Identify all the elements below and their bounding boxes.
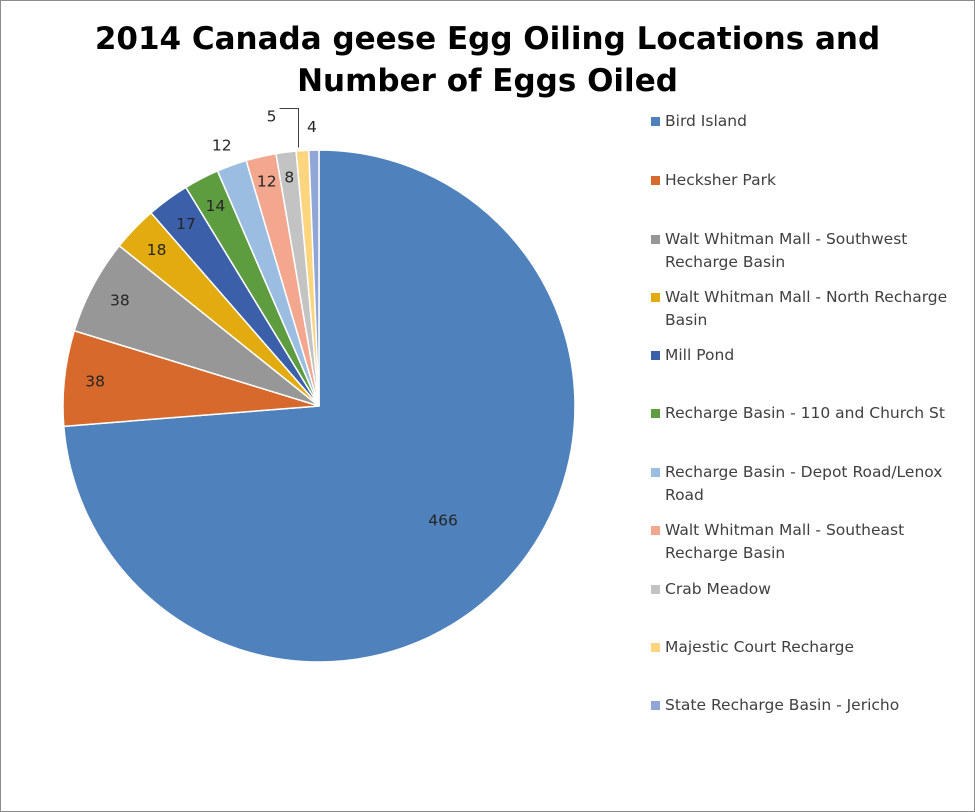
data-label: 12 xyxy=(212,136,232,154)
data-label: 12 xyxy=(257,173,277,191)
legend-item: Walt Whitman Mall - Southeast Recharge B… xyxy=(651,519,961,565)
legend-item: Mill Pond xyxy=(651,344,961,367)
data-label: 4 xyxy=(307,118,317,136)
legend-swatch xyxy=(651,585,660,594)
data-label: 18 xyxy=(147,241,167,259)
legend-label: State Recharge Basin - Jericho xyxy=(665,696,900,714)
pie-slice xyxy=(308,149,320,407)
legend-label: Walt Whitman Mall - Southeast Recharge B… xyxy=(665,521,905,562)
data-label: 5 xyxy=(267,108,277,126)
legend-label: Bird Island xyxy=(665,112,747,130)
legend-label: Hecksher Park xyxy=(665,171,776,189)
data-label: 17 xyxy=(176,215,196,233)
legend-label: Walt Whitman Mall - North Recharge Basin xyxy=(665,288,948,329)
legend-swatch xyxy=(651,293,660,302)
legend-swatch xyxy=(651,176,660,185)
data-labels: 466 38 38 18 17 14 12 12 8 5 4 xyxy=(85,108,458,530)
data-label: 14 xyxy=(206,197,226,215)
chart-title: 2014 Canada geese Egg Oiling Locations a… xyxy=(0,18,975,102)
data-label: 38 xyxy=(110,292,130,310)
legend-item: Hecksher Park xyxy=(651,169,961,192)
legend-item: Crab Meadow xyxy=(651,578,961,601)
legend-item: Walt Whitman Mall - Southwest Recharge B… xyxy=(651,228,961,274)
leader-lines xyxy=(279,108,299,148)
legend-swatch xyxy=(651,117,660,126)
legend-item: Recharge Basin - 110 and Church St xyxy=(651,402,961,425)
legend-swatch xyxy=(651,701,660,710)
legend-swatch xyxy=(651,409,660,418)
legend-item: Walt Whitman Mall - North Recharge Basin xyxy=(651,286,961,332)
legend-item: Majestic Court Recharge xyxy=(651,636,961,659)
pie-slices xyxy=(62,149,576,663)
legend-swatch xyxy=(651,235,660,244)
legend-label: Walt Whitman Mall - Southwest Recharge B… xyxy=(665,230,908,271)
legend-label: Recharge Basin - Depot Road/Lenox Road xyxy=(665,463,943,504)
legend-label: Majestic Court Recharge xyxy=(665,638,855,656)
legend-label: Recharge Basin - 110 and Church St xyxy=(665,404,945,422)
chart-title-line-1: 2014 Canada geese Egg Oiling Locations a… xyxy=(94,21,881,57)
chart-title-line-2: Number of Eggs Oiled xyxy=(297,63,678,99)
legend-item: State Recharge Basin - Jericho xyxy=(651,694,961,717)
legend-swatch xyxy=(651,526,660,535)
legend-swatch xyxy=(651,468,660,477)
legend-label: Crab Meadow xyxy=(665,580,771,598)
legend-swatch xyxy=(651,643,660,652)
legend-label: Mill Pond xyxy=(665,346,735,364)
data-label: 38 xyxy=(85,372,105,390)
leader-line xyxy=(279,108,299,148)
legend-swatch xyxy=(651,351,660,360)
data-label: 466 xyxy=(428,512,458,530)
data-label: 8 xyxy=(284,169,294,187)
legend-item: Bird Island xyxy=(651,110,961,133)
legend: Bird Island Hecksher Park Walt Whitman Mal… xyxy=(651,0,971,812)
legend-item: Recharge Basin - Depot Road/Lenox Road xyxy=(651,461,961,507)
